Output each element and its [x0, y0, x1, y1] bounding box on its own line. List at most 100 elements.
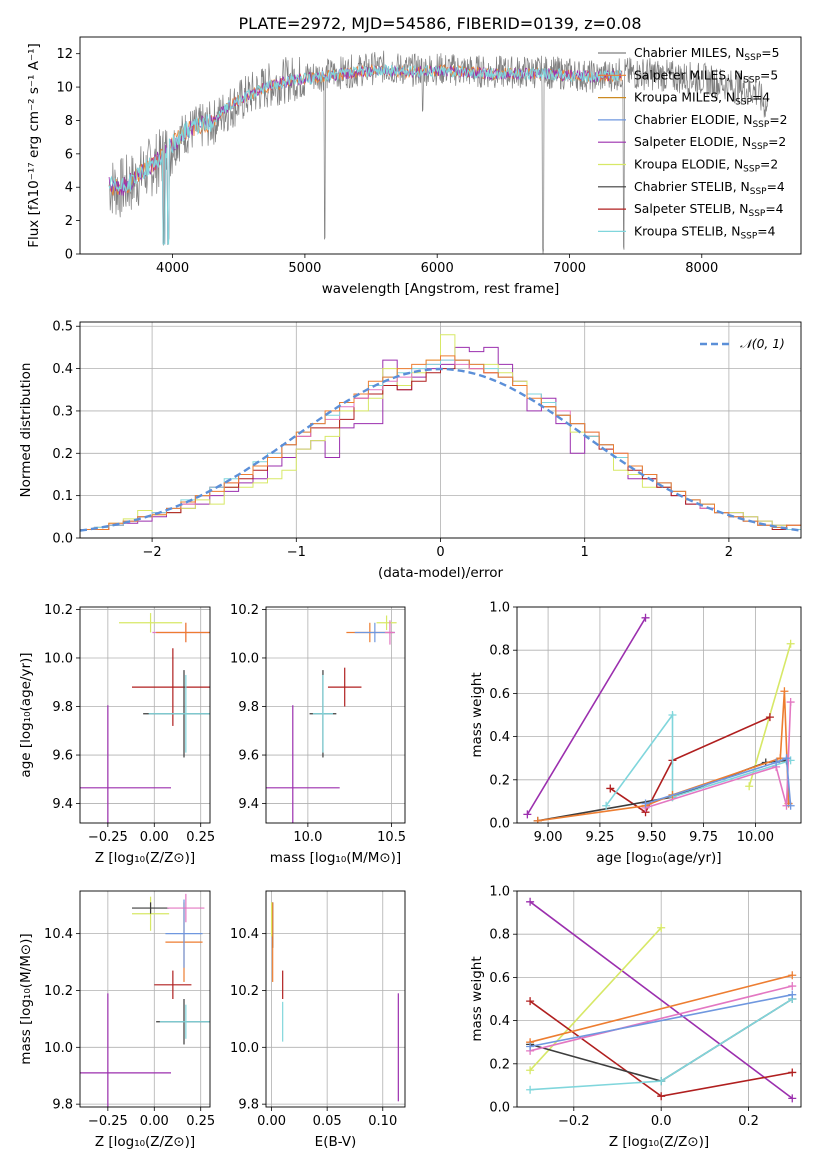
y-tick-label: 10.2: [230, 603, 259, 618]
y-tick-label: 10.4: [44, 927, 73, 942]
legend-suffix: =5: [761, 46, 779, 60]
y-tick-label: 0.0: [489, 1101, 510, 1116]
errorbar-point: [80, 705, 171, 823]
x-tick-label: 10.00: [737, 830, 774, 845]
x-axis-label: Z [log₁₀(Z/Z⊙)]: [609, 1134, 709, 1150]
weight-marker: [745, 782, 754, 791]
weight-marker: [526, 1066, 535, 1075]
y-axis-label: mass weight: [469, 672, 485, 757]
errorbars-mass_vs_Z: [80, 893, 210, 1107]
errorbar-point: [132, 902, 170, 914]
x-tick-label: 9.00: [534, 830, 563, 845]
weight-series-line: [537, 691, 790, 822]
weight-marker: [668, 711, 677, 719]
axes-mass_vs_Z: −0.25 0.00 0.25 9.8 10.0 10.2 10.4 Z [log₁₀(Z/Z…: [18, 891, 215, 1150]
x-tick-label: 2: [725, 545, 733, 560]
x-axis-label: Z [log₁₀(Z/Z⊙)]: [95, 1134, 195, 1150]
y-tick-label: 10.2: [230, 984, 259, 999]
weight-marker: [533, 816, 542, 823]
legend-label: Chabrier STELIB, N: [634, 180, 750, 194]
x-tick-label: 0.25: [186, 830, 215, 845]
y-tick-label: 6: [65, 147, 73, 162]
axes-mass_vs_ebv: 0.00 0.05 0.10 9.8 10.0 10.2 10.4 E(B-V): [230, 891, 405, 1150]
x-tick-label: 4000: [156, 261, 189, 276]
weight-series-line: [526, 617, 647, 815]
errorbar-point: [148, 674, 210, 753]
legend-entry: Salpeter STELIB, NSSP=4: [634, 202, 784, 219]
y-tick-label: 10.0: [230, 651, 259, 666]
errorbar-point: [266, 705, 340, 823]
legend-suffix: =4: [757, 224, 775, 238]
weight-series-line: [645, 757, 792, 806]
residual-legend: 𝒩(0, 1): [700, 337, 785, 351]
errorbar-point: [80, 993, 171, 1107]
legend-suffix: =2: [760, 158, 778, 172]
weight-marker: [772, 758, 781, 767]
plot-frame: [79, 606, 211, 824]
x-tick-label: 0.10: [368, 1114, 397, 1129]
y-tick-label: 1.0: [489, 885, 510, 900]
x-tick-label: 10.5: [377, 830, 406, 845]
legend-subscript: SSP: [750, 187, 767, 197]
x-tick-label: −0.25: [88, 1114, 128, 1129]
legend-entry: Kroupa ELODIE, NSSP=2: [634, 158, 778, 175]
x-tick-label: 0.00: [257, 1114, 286, 1129]
y-tick-label: 0.3: [52, 404, 73, 419]
weight-marker: [788, 1068, 797, 1077]
legend-suffix: =5: [760, 68, 778, 82]
x-axis-label: mass [log₁₀(M/M⊙)]: [270, 850, 401, 866]
weight-marker: [602, 801, 611, 810]
weight-marker: [788, 990, 797, 999]
model-spectrum-line: [108, 63, 623, 245]
weight-marker: [657, 1077, 666, 1086]
y-tick-label: 1.0: [489, 601, 510, 616]
y-tick-label: 10.2: [44, 603, 73, 618]
legend-label: Salpeter MILES, N: [634, 68, 743, 82]
x-tick-label: 0.00: [140, 1114, 169, 1129]
weight-marker: [786, 639, 795, 648]
legend-label: Kroupa STELIB, N: [634, 224, 740, 238]
legend-label: Kroupa ELODIE, N: [634, 158, 743, 172]
weight-marker: [788, 971, 797, 980]
legend-suffix: =2: [769, 113, 787, 127]
x-tick-label: 0.05: [313, 1114, 342, 1129]
x-tick-label: −2: [143, 545, 162, 560]
y-axis-label: mass weight: [469, 956, 485, 1041]
plot-frame: [516, 890, 802, 1108]
y-tick-label: 0.4: [52, 362, 73, 377]
x-tick-label: −1: [287, 545, 306, 560]
x-axis-label: Z [log₁₀(Z/Z⊙)]: [95, 850, 195, 866]
errorbar-point: [119, 613, 183, 633]
errorbar-point: [376, 615, 397, 631]
axes-residuals: −2 −1 0 1 2 0.0 0.1 0.2 0.3 0.4 0.5 (data-model)/er…: [18, 320, 801, 581]
errorbars-mass_vs_ebv: [270, 902, 399, 1102]
y-tick-label: 9.4: [52, 797, 73, 812]
weight-lines-weight_vs_age: [523, 613, 795, 823]
y-tick-label: 9.4: [238, 797, 259, 812]
legend-subscript: SSP: [744, 53, 761, 63]
x-tick-label: 0.0: [651, 1114, 672, 1129]
x-tick-label: 6000: [421, 261, 454, 276]
x-tick-label: 9.50: [637, 830, 666, 845]
y-axis-label: mass [log₁₀(M/M⊙)]: [18, 933, 34, 1064]
legend-subscript: SSP: [749, 209, 766, 219]
legend-entry: Salpeter MILES, NSSP=5: [634, 68, 778, 85]
y-tick-label: 0.8: [489, 928, 510, 943]
weight-series-line: [529, 985, 793, 1052]
y-tick-label: 4: [65, 181, 73, 196]
y-axis-label: age [log₁₀(age/yr)]: [18, 652, 34, 777]
x-tick-label: 1: [581, 545, 589, 560]
spectrum-lines: [108, 50, 769, 254]
weight-marker: [606, 784, 615, 793]
weight-series-line: [529, 927, 662, 1071]
x-axis-label: wavelength [Angstrom, rest frame]: [322, 281, 560, 297]
y-axis-label: Normed distribution: [18, 363, 34, 498]
y-tick-label: 0.2: [489, 773, 510, 788]
weight-marker: [526, 897, 535, 906]
weight-marker: [526, 997, 535, 1006]
weight-marker: [657, 923, 666, 932]
legend-entry: Chabrier ELODIE, NSSP=2: [634, 113, 787, 130]
y-tick-label: 10: [56, 81, 73, 96]
